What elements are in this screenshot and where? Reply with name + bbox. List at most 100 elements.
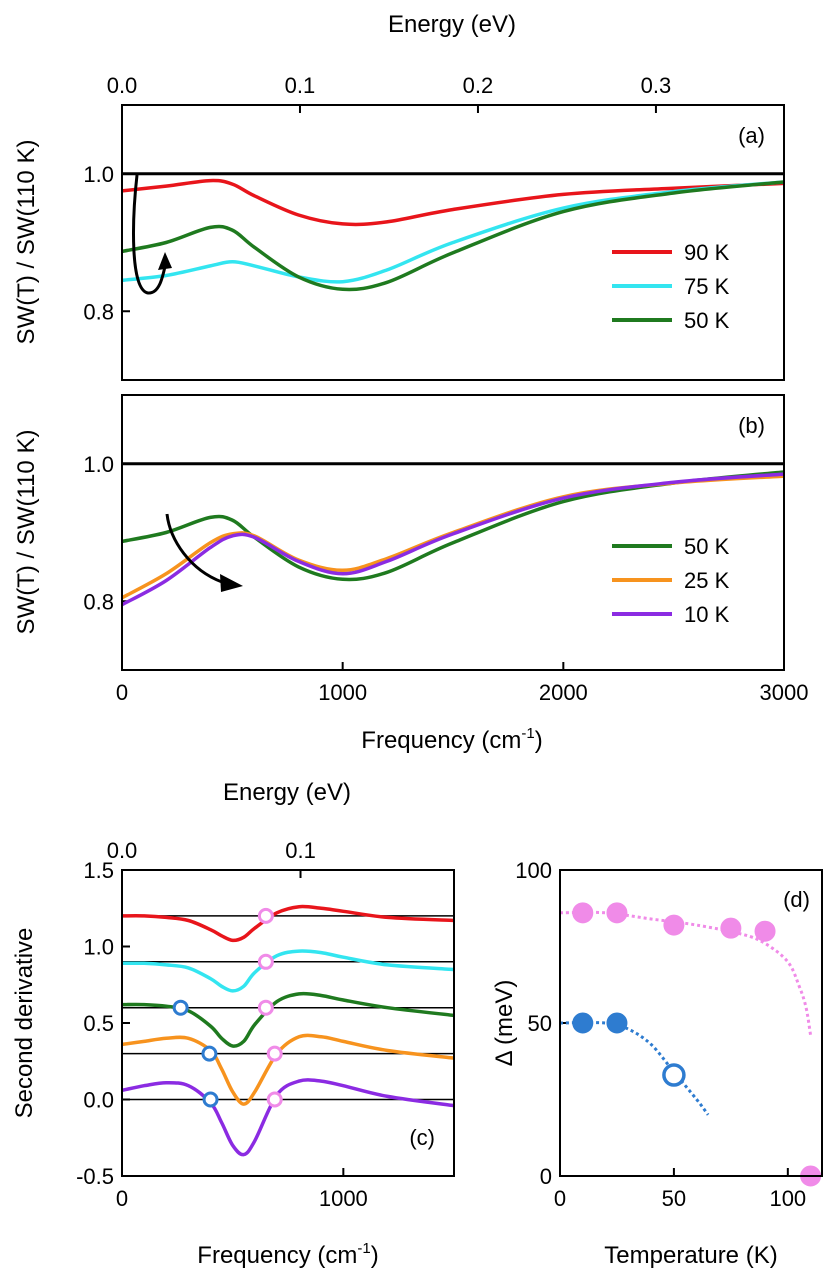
series-line-25-k [121, 1033, 455, 1106]
panel-c-frame [121, 869, 455, 1177]
marker-blue [202, 1091, 219, 1108]
series-line-90-k [121, 904, 455, 943]
panel-a-top-ticks: 0.0 0.1 0.2 0.3 [107, 73, 672, 113]
panel-a-label: (a) [738, 123, 765, 148]
top-tick-label: 0.3 [641, 73, 672, 98]
marker-pink [257, 999, 274, 1016]
panel-b-x-ticks: 0 1000 2000 3000 [116, 662, 809, 705]
marker-blue [201, 1045, 218, 1062]
panel-c-markers [172, 907, 283, 1108]
legend-label-10-k: 10 K [684, 602, 730, 627]
panel-d-x-axis-label: Temperature (K) [604, 1242, 777, 1269]
x-tick-label: 2000 [539, 680, 588, 705]
marker-pink [266, 1091, 283, 1108]
series-line-50-k [121, 470, 785, 582]
panel-c: Energy (eV) 0.0 0.1 -0.5 0.0 0.5 1.0 1.5 0 100… [11, 779, 455, 1269]
x-tick-label: 1000 [318, 680, 367, 705]
point-blue-filled [606, 1012, 628, 1034]
y-tick-label: 100 [515, 858, 552, 883]
panel-d-x-ticks: 0 50 100 [554, 1168, 806, 1211]
panel-a-legend: 90 K 75 K 50 K [612, 240, 730, 333]
panel-d-points [572, 902, 822, 1187]
top-tick-label: 0.0 [107, 73, 138, 98]
x-tick-label: 3000 [760, 680, 809, 705]
panel-c-label: (c) [409, 1125, 435, 1150]
y-tick-label: 0 [540, 1164, 552, 1189]
panel-c-top-axis-label: Energy (eV) [223, 779, 351, 806]
fit-blue-fit [559, 1021, 710, 1116]
panel-b-x-axis-label: Frequency (cm-1) [361, 725, 542, 754]
legend-label-50-k: 50 K [684, 308, 730, 333]
panel-a-y-ticks: 0.8 1.0 [83, 162, 130, 324]
series-line-50-k [121, 180, 785, 292]
y-tick-label: 0.8 [83, 589, 114, 614]
panel-b-series [121, 462, 785, 607]
panel-b: 0.8 1.0 0 1000 2000 3000 50 K 25 K 10 K (b) SW… [13, 394, 809, 754]
y-tick-label: 1.5 [83, 858, 114, 883]
panel-b-frame [121, 394, 785, 671]
legend-label-75-k: 75 K [684, 274, 730, 299]
panel-b-legend: 50 K 25 K 10 K [612, 534, 730, 627]
panel-a-frame [121, 104, 785, 381]
legend-label-25-k: 25 K [684, 568, 730, 593]
panel-a-y-axis-label: SW(T) / SW(110 K) [13, 140, 40, 345]
top-tick-label: 0.1 [285, 838, 316, 863]
x-tick-label: 0 [116, 680, 128, 705]
point-blue-open [662, 1063, 686, 1087]
top-tick-label: 0.2 [463, 73, 494, 98]
x-tick-label: 50 [662, 1186, 686, 1211]
panel-c-x-axis-label: Frequency (cm-1) [197, 1240, 378, 1269]
series-line-75-k [121, 180, 785, 284]
y-tick-label: -0.5 [76, 1164, 114, 1189]
x-tick-label: 100 [769, 1186, 806, 1211]
y-tick-label: 0.5 [83, 1011, 114, 1036]
marker-blue [172, 999, 189, 1016]
fit-pink-fit [559, 910, 813, 1036]
point-pink [754, 920, 776, 942]
marker-pink [257, 953, 274, 970]
panel-a: Energy (eV) 0.0 0.1 0.2 0.3 0.8 1.0 90 K 75 K… [13, 11, 785, 381]
panel-a-top-axis-label: Energy (eV) [388, 11, 516, 38]
point-pink [572, 902, 594, 924]
top-tick-label: 0.0 [107, 838, 138, 863]
panel-d-frame [559, 869, 823, 1177]
y-tick-label: 50 [528, 1011, 552, 1036]
panel-d-y-axis-label: Δ (meV) [491, 980, 518, 1067]
panel-b-label: (b) [738, 413, 765, 438]
panel-c-top-ticks: 0.0 0.1 [107, 838, 316, 878]
y-tick-label: 0.0 [83, 1088, 114, 1113]
panel-c-series [121, 904, 455, 1157]
panel-a-trend-arrow [132, 174, 168, 295]
x-tick-label: 0 [554, 1186, 566, 1211]
x-tick-label: 0 [116, 1186, 128, 1211]
y-tick-label: 0.8 [83, 299, 114, 324]
panel-d: 0 50 100 0 50 100 (d) Δ (meV) Temperature (K… [491, 858, 823, 1269]
series-line-75-k [121, 949, 455, 993]
point-blue-filled [572, 1012, 594, 1034]
series-line-10-k [121, 1078, 455, 1157]
top-tick-label: 0.1 [285, 73, 316, 98]
panel-b-arrow-head [220, 574, 243, 592]
panel-d-label: (d) [783, 887, 810, 912]
panel-b-y-axis-label: SW(T) / SW(110 K) [13, 430, 40, 635]
y-tick-label: 1.0 [83, 162, 114, 187]
panel-b-y-ticks: 0.8 1.0 [83, 452, 130, 614]
marker-pink [257, 907, 274, 924]
panel-a-series [121, 172, 785, 292]
panel-d-y-ticks: 0 50 100 [515, 858, 568, 1189]
point-pink [606, 902, 628, 924]
y-tick-label: 1.0 [83, 452, 114, 477]
series-line-10-k [121, 472, 785, 607]
marker-pink [266, 1045, 283, 1062]
panel-d-fits [559, 910, 813, 1116]
legend-label-50-k: 50 K [684, 534, 730, 559]
point-pink [720, 917, 742, 939]
panel-c-x-ticks: 0 1000 [116, 1168, 368, 1211]
point-pink [663, 914, 685, 936]
panel-a-arrow-head [158, 252, 172, 270]
panel-b-trend-arrow [165, 513, 223, 584]
legend-label-90-k: 90 K [684, 240, 730, 265]
panel-c-y-axis-label: Second derivative [11, 928, 38, 1119]
x-tick-label: 1000 [319, 1186, 368, 1211]
